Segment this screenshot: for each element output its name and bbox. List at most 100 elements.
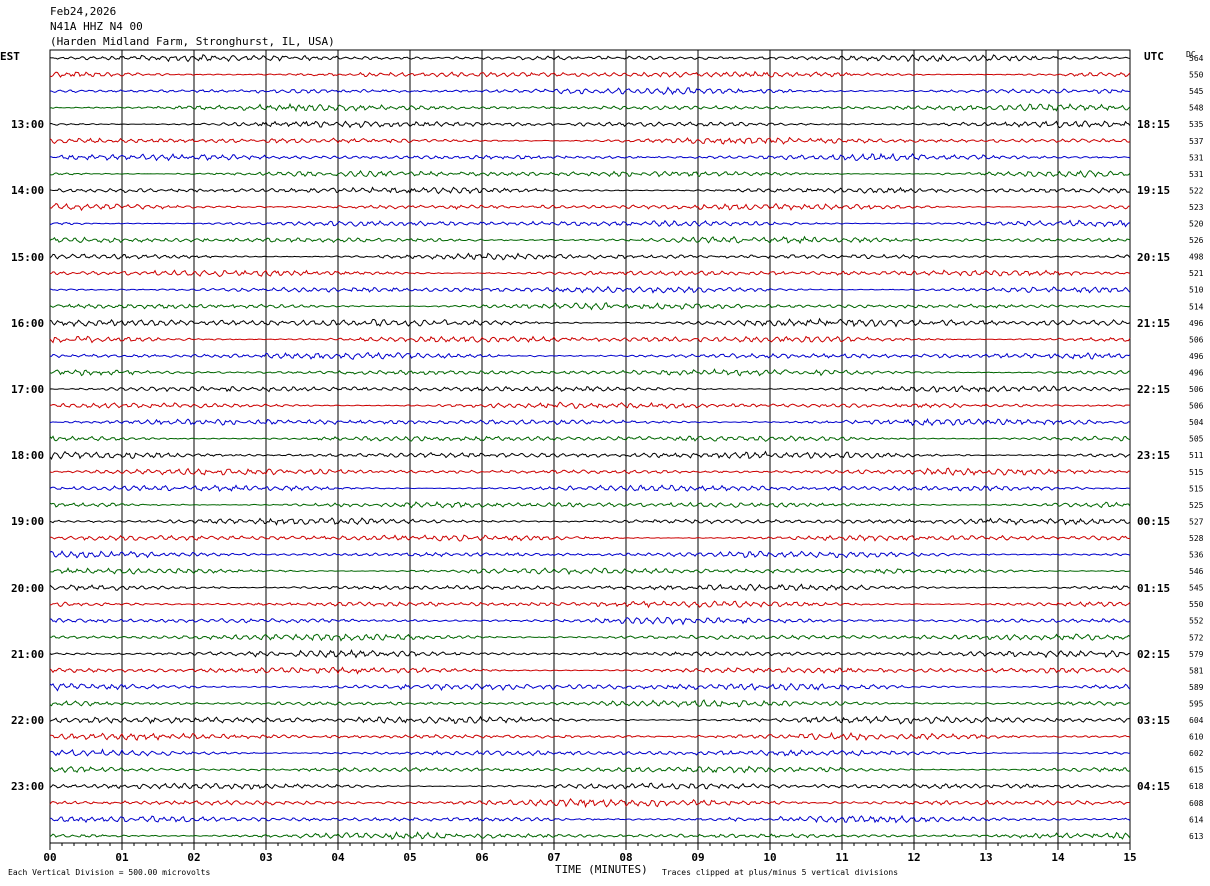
dc-offset-label: 615 xyxy=(1189,766,1204,775)
dc-offset-label: 525 xyxy=(1189,501,1204,510)
utc-hour-label: 21:15 xyxy=(1137,316,1171,330)
x-tick-label: 01 xyxy=(115,851,129,864)
utc-hour-label: 19:15 xyxy=(1137,184,1171,198)
seismic-trace xyxy=(49,302,1131,311)
dc-offset-label: 515 xyxy=(1189,484,1204,493)
dc-offset-label: 589 xyxy=(1189,683,1204,692)
seismic-trace xyxy=(49,682,1131,692)
dc-offset-label: 550 xyxy=(1189,600,1204,609)
seismic-trace xyxy=(49,317,1131,328)
x-tick-label: 10 xyxy=(763,851,776,864)
dc-offset-label: 527 xyxy=(1189,517,1204,526)
x-tick-label: 08 xyxy=(619,851,632,864)
utc-hour-label: 00:15 xyxy=(1137,515,1171,529)
dc-offset-label: 564 xyxy=(1189,54,1204,63)
seismic-trace xyxy=(49,748,1130,757)
seismic-trace xyxy=(49,186,1131,195)
seismic-trace xyxy=(49,731,1131,741)
seismic-trace xyxy=(49,501,1131,509)
seismic-trace xyxy=(49,136,1131,145)
dc-offset-label: 614 xyxy=(1189,815,1204,824)
x-tick-label: 13 xyxy=(979,851,992,864)
dc-offset-label: 535 xyxy=(1189,120,1204,129)
dc-offset-label: 552 xyxy=(1189,617,1204,626)
dc-offset-label: 506 xyxy=(1189,402,1204,411)
dc-offset-label: 496 xyxy=(1189,368,1204,377)
x-tick-label: 12 xyxy=(907,851,920,864)
x-tick-label: 03 xyxy=(259,851,272,864)
seismic-trace xyxy=(49,385,1131,393)
est-axis-label: EST xyxy=(0,50,20,63)
x-tick-label: 06 xyxy=(475,851,489,864)
dc-offset-label: 581 xyxy=(1189,666,1204,675)
seismic-trace xyxy=(49,550,1131,559)
seismic-trace xyxy=(49,831,1131,841)
x-tick-label: 02 xyxy=(187,851,200,864)
seismic-trace xyxy=(49,765,1131,774)
est-hour-label: 21:00 xyxy=(11,647,45,661)
x-tick-label: 04 xyxy=(331,851,345,864)
seismic-trace xyxy=(49,202,1131,212)
utc-hour-label: 03:15 xyxy=(1137,714,1171,727)
station-label: N41A HHZ N4 00 xyxy=(50,20,143,33)
seismic-trace xyxy=(49,648,1131,659)
dc-offset-label: 510 xyxy=(1189,286,1204,295)
seismic-trace xyxy=(50,351,1131,360)
seismic-trace xyxy=(49,120,1131,129)
seismic-trace xyxy=(49,715,1131,725)
seismic-trace xyxy=(49,54,1131,63)
utc-hour-label: 01:15 xyxy=(1137,581,1171,595)
utc-hour-label: 23:15 xyxy=(1137,449,1171,463)
utc-axis-label: UTC xyxy=(1144,50,1164,63)
dc-offset-label: 505 xyxy=(1189,435,1204,444)
dc-offset-label: 550 xyxy=(1189,71,1204,80)
seismic-trace xyxy=(49,666,1131,675)
seismic-trace xyxy=(49,534,1130,542)
dc-offset-label: 526 xyxy=(1189,236,1204,245)
dc-offset-label: 528 xyxy=(1189,534,1204,543)
x-tick-label: 14 xyxy=(1051,851,1065,864)
seismic-trace xyxy=(49,235,1131,245)
est-hour-label: 22:00 xyxy=(11,714,45,727)
utc-hour-label: 20:15 xyxy=(1137,250,1171,264)
est-hour-label: 19:00 xyxy=(11,515,45,529)
x-tick-label: 00 xyxy=(43,851,56,864)
plot-frame xyxy=(49,49,1131,844)
utc-hour-label: 18:15 xyxy=(1137,118,1171,132)
dc-offset-label: 521 xyxy=(1189,269,1204,278)
dc-offset-label: 498 xyxy=(1189,253,1204,262)
seismic-trace xyxy=(49,567,1131,576)
seismic-trace xyxy=(49,467,1131,477)
seismic-trace xyxy=(49,417,1131,427)
seismic-trace xyxy=(49,102,1131,112)
x-tick-label: 05 xyxy=(403,851,416,864)
clip-note: Traces clipped at plus/minus 5 vertical … xyxy=(662,868,899,877)
seismic-trace xyxy=(49,583,1131,592)
dc-offset-label: 511 xyxy=(1189,451,1204,460)
dc-offset-label: 537 xyxy=(1189,137,1204,146)
dc-offset-label: 523 xyxy=(1189,203,1204,212)
seismic-trace xyxy=(49,285,1131,294)
dc-offset-label: 514 xyxy=(1189,302,1204,311)
dc-offset-label: 531 xyxy=(1189,153,1204,162)
utc-hour-label: 22:15 xyxy=(1137,383,1171,396)
est-hour-label: 17:00 xyxy=(11,383,45,396)
est-hour-label: 16:00 xyxy=(11,316,45,330)
seismic-trace xyxy=(49,335,1131,344)
dc-offset-label: 496 xyxy=(1189,319,1204,328)
dc-offset-label: 602 xyxy=(1189,749,1204,758)
dc-offset-label: 595 xyxy=(1189,699,1204,708)
dc-offset-label: 604 xyxy=(1189,716,1204,725)
seismic-trace xyxy=(49,368,1131,377)
x-axis-title: TIME (MINUTES) xyxy=(555,863,648,876)
dc-offset-label: 506 xyxy=(1189,335,1204,344)
seismic-trace xyxy=(49,782,1131,790)
dc-offset-label: 522 xyxy=(1189,186,1204,195)
seismic-trace xyxy=(49,152,1131,162)
seismic-trace xyxy=(49,219,1131,228)
seismic-trace xyxy=(49,252,1131,261)
seismic-trace xyxy=(49,600,1131,609)
seismic-trace xyxy=(49,484,1131,492)
dc-offset-label: 546 xyxy=(1189,567,1204,576)
dc-offset-label: 545 xyxy=(1189,584,1204,593)
